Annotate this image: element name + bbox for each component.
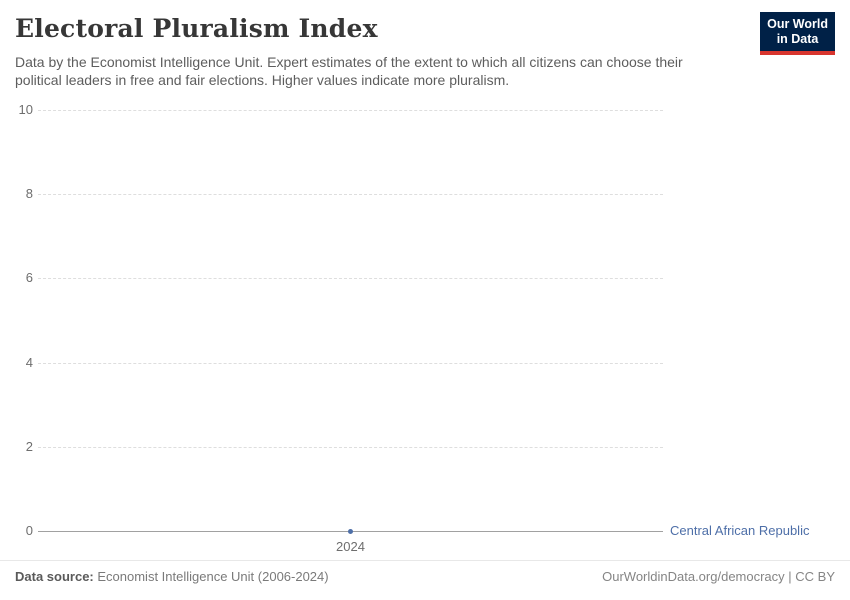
footer-link[interactable]: OurWorldinData.org/democracy | CC BY bbox=[602, 569, 835, 584]
y-tick-label-0: 0 bbox=[25, 523, 33, 538]
y-tick-label-2: 2 bbox=[25, 438, 33, 454]
gridline-4 bbox=[38, 362, 663, 364]
subtitle-line-2: political leaders in free and fair elect… bbox=[15, 72, 510, 88]
logo-line-1: Our World bbox=[767, 17, 828, 31]
y-tick-label-8: 8 bbox=[25, 186, 33, 202]
footer-source-label: Data source: bbox=[15, 569, 94, 584]
gridline-10 bbox=[38, 110, 663, 111]
page-title: Electoral Pluralism Index bbox=[15, 14, 378, 43]
x-tick-label-2024: 2024 bbox=[336, 539, 365, 554]
y-tick-label-10: 10 bbox=[18, 102, 33, 117]
series-label[interactable]: Central African Republic bbox=[670, 523, 810, 538]
subtitle-line-1: Data by the Economist Intelligence Unit.… bbox=[15, 54, 683, 70]
data-point-2024[interactable] bbox=[348, 528, 353, 534]
gridline-6 bbox=[38, 278, 663, 280]
footer-divider bbox=[0, 560, 850, 561]
y-tick-label-6: 6 bbox=[25, 270, 33, 286]
gridline-8 bbox=[38, 194, 663, 196]
footer-source-text: Economist Intelligence Unit (2006-2024) bbox=[93, 569, 329, 584]
y-tick-label-4: 4 bbox=[25, 354, 33, 370]
gridline-2 bbox=[38, 446, 663, 448]
owid-logo[interactable]: Our World in Data bbox=[760, 12, 835, 55]
logo-line-2: in Data bbox=[776, 32, 819, 46]
chart-subtitle: Data by the Economist Intelligence Unit.… bbox=[15, 53, 755, 89]
footer-source: Data source: Economist Intelligence Unit… bbox=[15, 569, 329, 584]
